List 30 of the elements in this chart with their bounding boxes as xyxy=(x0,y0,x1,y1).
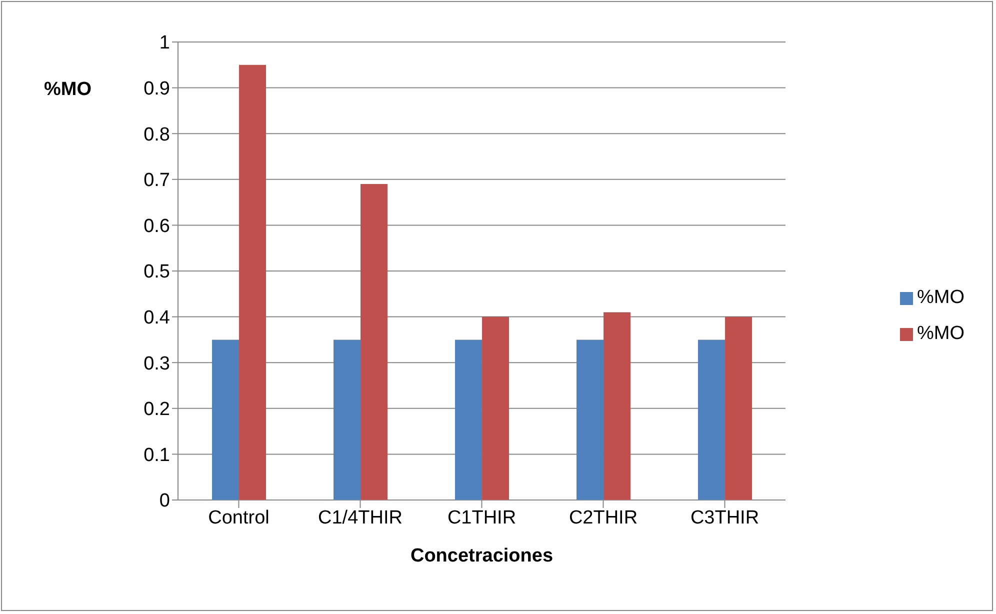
bar xyxy=(482,316,510,500)
x-axis-title: Concetraciones xyxy=(410,545,554,566)
x-tick-label: C2THIR xyxy=(568,507,638,528)
y-tick-label: 1 xyxy=(159,32,170,54)
y-tick-label: 0.7 xyxy=(144,170,170,192)
bar xyxy=(604,312,631,500)
legend-label: %MO xyxy=(917,287,964,308)
bar xyxy=(212,340,240,500)
y-tick-label: 0.8 xyxy=(144,124,170,146)
y-tick-label: 0.9 xyxy=(144,78,170,100)
x-tick-label: C1THIR xyxy=(447,507,516,528)
y-tick-label: 0.5 xyxy=(144,262,170,283)
legend-label: %MO xyxy=(917,323,964,344)
bar xyxy=(360,184,388,500)
y-tick-label: 0 xyxy=(159,490,170,512)
bar xyxy=(576,340,604,500)
bar xyxy=(698,340,726,500)
bar xyxy=(239,64,266,500)
y-tick-label: 0.6 xyxy=(144,216,170,237)
bar xyxy=(455,340,482,500)
x-tick-label: C3THIR xyxy=(690,507,760,528)
y-axis-title: %MO xyxy=(44,79,92,100)
y-tick-label: 0.4 xyxy=(144,308,170,329)
x-tick-label: Control xyxy=(208,507,270,528)
x-tick-label: C1/4THIR xyxy=(318,507,402,528)
y-tick-label: 0.3 xyxy=(144,353,170,374)
bar xyxy=(725,316,752,500)
y-tick-label: 0.1 xyxy=(144,444,170,466)
y-tick-label: 0.2 xyxy=(144,399,170,420)
bar xyxy=(334,340,361,500)
